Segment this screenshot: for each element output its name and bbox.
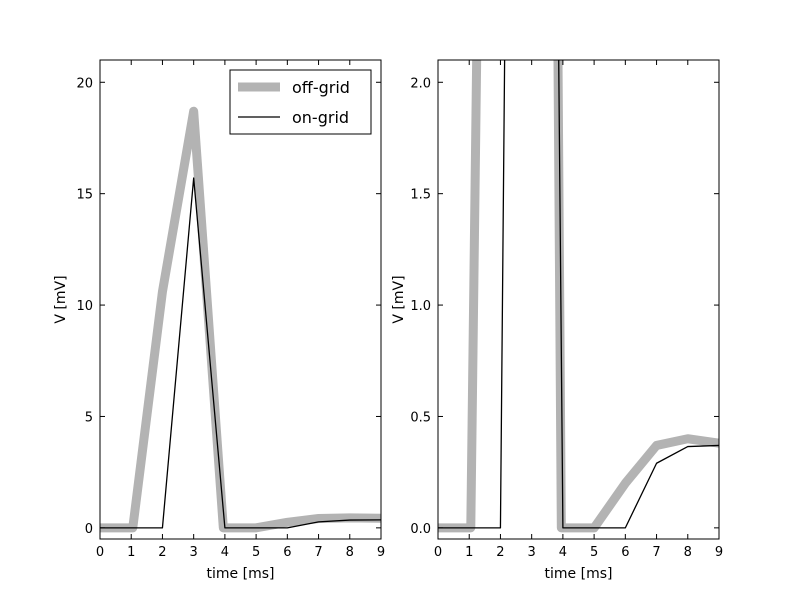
x-tick-label: 5 (590, 545, 598, 560)
y-tick-label: 0 (85, 522, 93, 537)
y-tick-label: 1.5 (410, 188, 431, 203)
x-axis-label: time [ms] (207, 566, 275, 582)
x-tick-label: 6 (621, 545, 629, 560)
series-line-off-grid (100, 106, 381, 533)
series-line-on-grid (100, 177, 381, 529)
x-tick-label: 8 (684, 545, 692, 560)
y-tick-label: 2.0 (410, 76, 431, 91)
series-lines (100, 106, 381, 533)
axes-frame (99, 59, 382, 540)
x-tick-label: 9 (377, 545, 385, 560)
x-tick-label: 3 (528, 545, 536, 560)
series-lines (438, 60, 719, 533)
x-tick-label: 3 (190, 545, 198, 560)
x-axis-label: time [ms] (545, 566, 613, 582)
y-tick-label: 1.0 (410, 299, 431, 314)
chart-panel-1: 0 1 2 3 4 5 6 7 8 9 0 5 10 15 20 time [ms] V [mV] off-gri… (53, 59, 385, 582)
x-tick-label: 6 (283, 545, 291, 560)
x-tick-label: 0 (96, 545, 104, 560)
y-axis-label: V [mV] (53, 275, 69, 323)
y-tick-label: 0.0 (410, 522, 431, 537)
x-tick-label: 0 (434, 545, 442, 560)
x-tick-label: 5 (252, 545, 260, 560)
y-tick-label: 5 (85, 410, 93, 425)
y-tick-label: 10 (76, 299, 93, 314)
x-tick-label: 4 (559, 545, 567, 560)
x-tick-label: 1 (465, 545, 473, 560)
chart-panel-2: 0 1 2 3 4 5 6 7 8 9 0.0 0.5 1.0 1.5 2.0 time [ms] V [mV] (391, 59, 723, 582)
x-tick-label: 1 (127, 545, 135, 560)
legend-label-off-grid: off-grid (292, 78, 350, 97)
x-tick-label: 2 (158, 545, 166, 560)
x-tick-label: 8 (346, 545, 354, 560)
x-tick-label: 4 (221, 545, 229, 560)
legend-box (229, 69, 372, 135)
series-line-on-grid (438, 60, 719, 529)
axes-frame (437, 59, 720, 540)
x-tick-label: 2 (496, 545, 504, 560)
x-tick-label: 9 (715, 545, 723, 560)
x-tick-label: 7 (314, 545, 322, 560)
legend-label-on-grid: on-grid (292, 108, 349, 127)
legend: off-grid on-grid (229, 69, 372, 135)
series-line-off-grid (438, 60, 719, 533)
y-tick-label: 15 (76, 188, 93, 203)
y-tick-label: 0.5 (410, 410, 431, 425)
x-tick-label: 7 (652, 545, 660, 560)
y-tick-label: 20 (76, 76, 93, 91)
y-axis-label: V [mV] (391, 275, 407, 323)
